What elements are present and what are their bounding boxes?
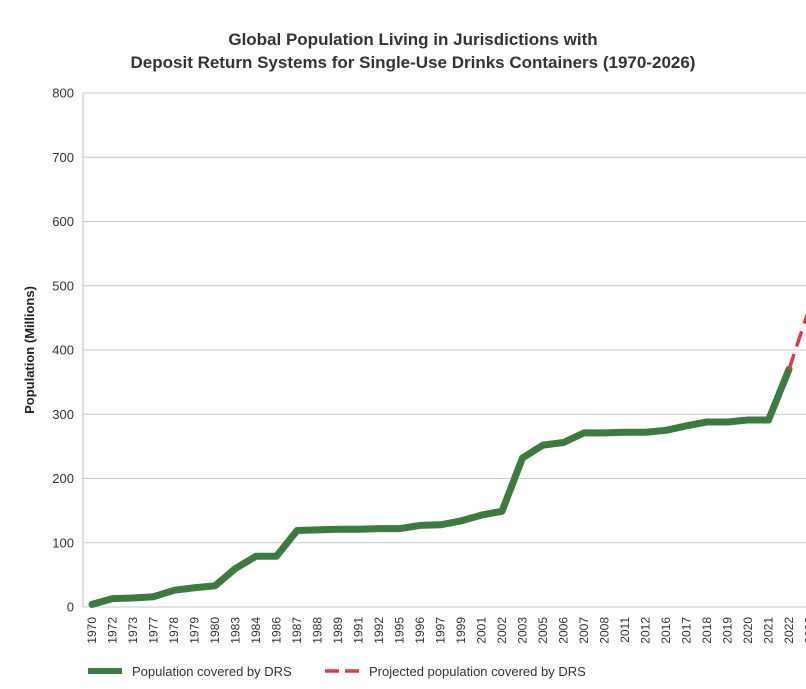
x-tick-label: 1992 — [372, 617, 386, 644]
y-tick-label: 300 — [52, 407, 74, 422]
x-tick-label: 1980 — [208, 617, 222, 644]
x-tick-label: 1996 — [413, 617, 427, 644]
chart-title: Global Population Living in Jurisdiction… — [131, 30, 696, 72]
legend-label: Population covered by DRS — [132, 664, 292, 679]
y-tick-label: 600 — [52, 214, 74, 229]
projected-population-line — [787, 312, 806, 370]
x-tick-label: 1979 — [188, 617, 202, 644]
x-tick-label: 2005 — [536, 617, 550, 644]
x-tick-label: 2001 — [475, 617, 489, 644]
x-tick-label: 2019 — [721, 617, 735, 644]
x-tick-label: 2018 — [700, 617, 714, 644]
series-lines — [88, 312, 806, 608]
x-tick-label: 2008 — [598, 617, 612, 644]
x-tick-label: 1987 — [290, 617, 304, 644]
x-tick-label: 1991 — [352, 617, 366, 644]
x-tick-label: 2021 — [762, 617, 776, 644]
x-tick-label: 1978 — [167, 617, 181, 644]
x-axis-ticks: 1970 1972 1973 1977 1978 1979 1980 1983 1984 1986… — [85, 617, 806, 644]
x-tick-label: 2020 — [741, 617, 755, 644]
legend: Population covered by DRS Projected popul… — [88, 664, 586, 679]
y-tick-label: 100 — [52, 535, 74, 550]
y-tick-label: 400 — [52, 343, 74, 358]
chart-title-line-2: Deposit Return Systems for Single-Use Dr… — [131, 53, 696, 72]
x-tick-label: 1984 — [249, 617, 263, 644]
chart-title-line-1: Global Population Living in Jurisdiction… — [228, 30, 597, 49]
x-tick-label: 1970 — [85, 617, 99, 644]
x-tick-label: 2006 — [557, 617, 571, 644]
x-tick-label: 1999 — [454, 617, 468, 644]
x-tick-label: 2002 — [495, 617, 509, 644]
population-covered-line — [88, 365, 793, 608]
x-tick-label: 2012 — [639, 617, 653, 644]
x-tick-label: 1972 — [106, 617, 120, 644]
x-tick-label: 1977 — [147, 617, 161, 644]
x-tick-label: 2023 — [803, 617, 806, 644]
x-tick-label: 2017 — [680, 617, 694, 644]
x-tick-label: 2016 — [659, 617, 673, 644]
y-tick-label: 700 — [52, 150, 74, 165]
y-tick-label: 0 — [67, 600, 74, 615]
x-tick-label: 1988 — [311, 617, 325, 644]
y-tick-label: 800 — [52, 86, 74, 101]
x-tick-label: 2003 — [516, 617, 530, 644]
x-tick-label: 1989 — [331, 617, 345, 644]
y-axis-ticks: 0 100 200 300 400 500 600 700 800 — [52, 86, 74, 615]
y-axis-label: Population (Millions) — [22, 286, 37, 414]
x-tick-label: 1973 — [126, 617, 140, 644]
x-tick-label: 2007 — [577, 617, 591, 644]
x-tick-label: 1983 — [229, 617, 243, 644]
legend-label: Projected population covered by DRS — [369, 664, 586, 679]
x-tick-label: 2022 — [782, 617, 796, 644]
x-tick-label: 1986 — [270, 617, 284, 644]
x-tick-label: 2011 — [618, 617, 632, 643]
y-tick-label: 200 — [52, 471, 74, 486]
legend-item-projected: Projected population covered by DRS — [325, 664, 586, 679]
x-tick-label: 1997 — [434, 617, 448, 644]
gridlines — [82, 92, 806, 608]
x-tick-label: 1995 — [393, 617, 407, 644]
y-tick-label: 500 — [52, 278, 74, 293]
legend-item-covered: Population covered by DRS — [88, 664, 292, 679]
